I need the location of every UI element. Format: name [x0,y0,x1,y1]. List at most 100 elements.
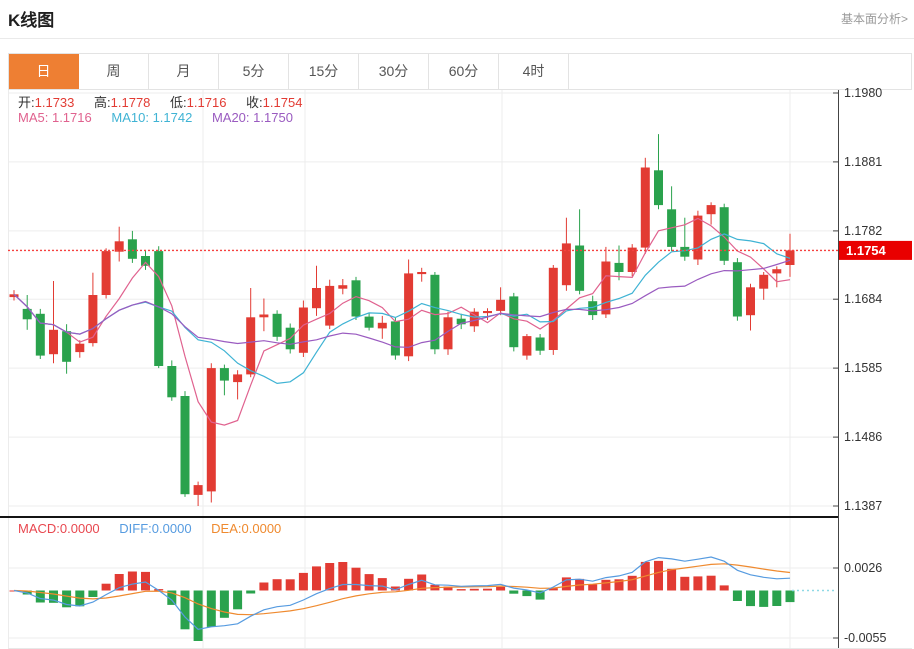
macd-histogram-bar-up [680,576,690,591]
candle-up [548,267,558,350]
macd-histogram-bar-down [62,590,72,608]
macd-legend: MACD:0.0000 DIFF:0.0000 DEA:0.0000 [18,521,297,536]
ma10-item: MA10: 1.1742 [111,110,192,125]
candle-up [298,307,308,353]
candle-up [404,273,414,357]
diff-line [13,556,791,630]
tab-day[interactable]: 日 [9,54,79,89]
macd-axis-label: -0.0055 [844,631,886,645]
macd-histogram-bar-up [390,586,400,591]
tab-5min[interactable]: 5分 [219,54,289,89]
macd-histogram-bar-down [759,590,769,607]
candle-down [219,368,229,381]
macd-histogram-bar-up [706,575,716,591]
macd-histogram-bar-up [338,562,348,591]
tab-month[interactable]: 月 [149,54,219,89]
panel-separator [0,516,838,518]
ma-legend: MA5: 1.1716 MA10: 1.1742 MA20: 1.1750 [18,110,309,125]
low-item: 低:1.1716 [170,95,226,110]
current-price-label: 1.1754 [846,243,887,258]
candle-down [141,256,150,266]
ma5-line [13,217,791,426]
candle-up [88,295,98,344]
candle-down [614,262,624,272]
tab-30min[interactable]: 30分 [359,54,429,89]
ma5-value: 1.1716 [51,110,92,125]
open-item: 开:1.1733 [18,95,74,110]
candle-down [588,301,598,316]
macd-histogram-bar-up [298,572,308,591]
candle-up [246,317,256,375]
high-value: 1.1778 [110,95,151,110]
candle-down [180,396,190,495]
macd-histogram-bar-down [88,590,98,597]
candle-up [496,299,506,311]
tab-week[interactable]: 周 [79,54,149,89]
y-axis-label: 1.1486 [844,430,882,444]
macd-histogram-bar-down [193,590,203,641]
macd-histogram-bar-up [377,578,387,591]
candle-up [706,205,716,215]
ma10-value: 1.1742 [152,110,193,125]
macd-histogram-bar-down [167,590,177,605]
candle-down [364,316,374,328]
macd-histogram-bar-down [233,590,243,610]
macd-histogram-bar-up [325,563,335,591]
candle-up [640,167,650,248]
macd-histogram-bar-down [219,590,229,618]
candle-down [575,245,585,291]
tab-15min[interactable]: 15分 [289,54,359,89]
candle-down [62,331,72,362]
candle-up [101,251,111,295]
candle-up [9,294,19,298]
macd-histogram-bar-up [259,582,269,591]
candle-down [154,251,164,366]
diff-value: 0.0000 [151,521,192,536]
ma20-value: 1.1750 [253,110,293,125]
ohlc-legend: 开:1.1733 高:1.1778 低:1.1716 收:1.1754 [18,92,318,111]
macd-histogram-bar-up [141,571,150,591]
candle-up [561,243,571,286]
current-price-marker [839,240,912,260]
y-axis-label: 1.1585 [844,361,882,375]
candle-up [443,317,453,350]
macd-histogram-bar-up [443,586,453,591]
macd-histogram-bar-up [272,579,282,591]
ma5-item: MA5: 1.1716 [18,110,92,125]
macd-value: 0.0000 [59,521,100,536]
tab-4hour[interactable]: 4时 [499,54,569,89]
candle-down [351,280,361,317]
candle-up [772,269,782,274]
page-title: K线图 [8,11,55,30]
candle-up [114,241,124,252]
open-value: 1.1733 [34,95,75,110]
tab-60min[interactable]: 60分 [429,54,499,89]
close-item: 收:1.1754 [246,95,302,110]
y-axis-label: 1.1387 [844,499,882,513]
y-axis-label: 1.1782 [844,224,882,238]
dea-line [13,563,791,616]
candle-down [167,366,177,398]
macd-histogram-bar-down [509,590,519,594]
macd-histogram-bar-down [746,590,755,607]
close-value: 1.1754 [262,95,303,110]
dea-label: DEA: [211,521,242,536]
period-tabbar: 日 周 月 5分 15分 30分 60分 4时 [8,53,912,90]
macd-histogram-bar-up [312,566,321,591]
y-axis-label: 1.1684 [844,292,882,306]
candle-down [732,262,742,317]
candle-up [233,374,243,383]
candle-down [272,313,282,337]
macd-histogram-bar-down [732,590,742,601]
candle-up [627,247,637,272]
macd-histogram-bar-up [548,588,558,591]
ma20-label: MA20: [211,110,250,125]
candle-up [759,274,769,289]
diff-item: DIFF:0.0000 [119,521,191,536]
dea-item: DEA:0.0000 [211,521,281,536]
macd-label: MACD: [18,521,60,536]
macd-histogram-bar-up [654,560,663,591]
fundamental-analysis-link[interactable]: 基本面分析> [840,12,908,26]
macd-histogram-bar-up [601,579,611,591]
macd-histogram-bar-up [101,583,111,591]
